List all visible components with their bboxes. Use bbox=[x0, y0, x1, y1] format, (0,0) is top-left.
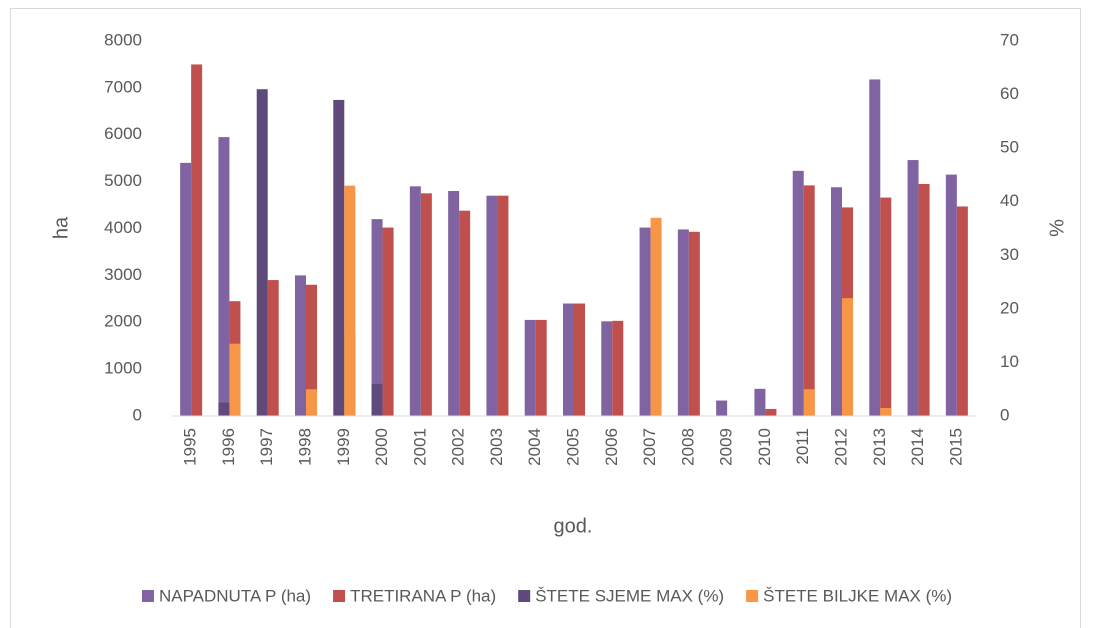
bar bbox=[420, 193, 432, 416]
x-tick-label: 2013 bbox=[870, 428, 889, 466]
x-tick-label: 2015 bbox=[946, 428, 965, 466]
y-tick-label: 6000 bbox=[104, 124, 142, 143]
bar bbox=[371, 383, 383, 416]
x-tick-label: 2009 bbox=[717, 428, 736, 466]
bar bbox=[831, 187, 842, 416]
bar bbox=[880, 407, 892, 416]
bar bbox=[218, 137, 230, 416]
bar bbox=[765, 408, 777, 416]
legend-swatch bbox=[141, 590, 154, 602]
x-tick-label: 1999 bbox=[334, 428, 353, 466]
bar bbox=[448, 191, 460, 416]
bar bbox=[945, 174, 957, 416]
bar bbox=[218, 402, 230, 416]
y2-tick-label: 10 bbox=[1000, 352, 1019, 371]
x-tick-label: 2002 bbox=[449, 428, 468, 466]
y2-tick-label: 60 bbox=[1000, 84, 1019, 103]
x-tick-label: 2005 bbox=[563, 428, 582, 466]
x-tick-label: 2014 bbox=[908, 428, 927, 466]
bar bbox=[918, 183, 930, 416]
x-tick-label: 2007 bbox=[640, 428, 659, 466]
legend-label: ŠTETE SJEME MAX (%) bbox=[535, 586, 724, 605]
bar bbox=[677, 229, 689, 416]
y2-tick-label: 30 bbox=[1000, 245, 1019, 264]
bar bbox=[486, 195, 498, 416]
bar bbox=[601, 321, 613, 416]
bar bbox=[956, 206, 968, 416]
bar bbox=[754, 388, 766, 416]
legend: NAPADNUTA P (ha) TRETIRANA P (ha) ŠTETE SJ… bbox=[141, 586, 952, 605]
bar bbox=[574, 303, 585, 416]
y-tick-label: 4000 bbox=[104, 218, 142, 237]
bar bbox=[295, 275, 306, 416]
bar bbox=[907, 160, 919, 416]
bar bbox=[256, 89, 268, 416]
y-tick-label: 7000 bbox=[104, 77, 142, 96]
legend-swatch bbox=[333, 590, 346, 602]
y2-axis-label: % bbox=[1046, 219, 1068, 237]
x-tick-label: 2010 bbox=[755, 428, 774, 466]
bar bbox=[191, 64, 203, 416]
bar bbox=[371, 219, 383, 416]
bar bbox=[639, 227, 651, 416]
x-tick-label: 1997 bbox=[257, 428, 276, 466]
bar bbox=[803, 185, 815, 416]
x-tick-label: 2004 bbox=[525, 428, 544, 466]
y-tick-label: 0 bbox=[133, 405, 142, 424]
bar bbox=[333, 99, 345, 416]
bar bbox=[497, 195, 509, 416]
bar bbox=[344, 185, 356, 416]
bar bbox=[306, 389, 317, 416]
bar bbox=[409, 186, 421, 416]
bar bbox=[267, 280, 279, 416]
y2-tick-label: 0 bbox=[1000, 405, 1009, 424]
x-tick-label: 2003 bbox=[487, 428, 506, 466]
bar bbox=[688, 231, 700, 416]
legend-label: ŠTETE BILJKE MAX (%) bbox=[763, 586, 952, 605]
x-tick-label: 1995 bbox=[181, 428, 200, 466]
legend-label: TRETIRANA P (ha) bbox=[350, 586, 496, 605]
y-tick-label: 8000 bbox=[104, 30, 142, 49]
bar bbox=[524, 319, 536, 416]
y2-tick-label: 20 bbox=[1000, 298, 1019, 317]
bar bbox=[180, 162, 192, 416]
x-tick-label: 2012 bbox=[831, 428, 850, 466]
x-tick-label: 1998 bbox=[295, 428, 314, 466]
x-tick-label: 2000 bbox=[372, 428, 391, 466]
bar bbox=[650, 217, 662, 416]
bar bbox=[535, 319, 547, 416]
x-tick-label: 2006 bbox=[602, 428, 621, 466]
bar bbox=[716, 400, 728, 416]
bar bbox=[382, 227, 394, 416]
y-tick-label: 3000 bbox=[104, 265, 142, 284]
bar bbox=[803, 389, 815, 416]
legend-swatch bbox=[746, 590, 759, 602]
bar bbox=[459, 210, 471, 416]
y-tick-label: 5000 bbox=[104, 171, 142, 190]
x-axis-label: god. bbox=[554, 515, 593, 537]
x-tick-label: 2001 bbox=[410, 428, 429, 466]
bar bbox=[612, 320, 624, 416]
y2-tick-label: 50 bbox=[1000, 138, 1019, 157]
bar bbox=[229, 343, 241, 416]
x-tick-label: 2008 bbox=[678, 428, 697, 466]
y-tick-label: 1000 bbox=[104, 359, 142, 378]
x-tick-label: 2011 bbox=[793, 428, 812, 465]
bar bbox=[869, 79, 881, 416]
bar bbox=[563, 303, 574, 416]
bar bbox=[792, 170, 804, 416]
y2-tick-label: 40 bbox=[1000, 191, 1019, 210]
x-tick-label: 1996 bbox=[219, 428, 238, 466]
y2-tick-label: 70 bbox=[1000, 30, 1019, 49]
bar bbox=[306, 284, 317, 416]
legend-swatch bbox=[518, 590, 531, 602]
legend-label: NAPADNUTA P (ha) bbox=[159, 586, 311, 605]
y-axis-label: ha bbox=[50, 216, 72, 239]
bar bbox=[880, 197, 892, 416]
bar bbox=[842, 298, 853, 416]
y-tick-label: 2000 bbox=[104, 312, 142, 331]
